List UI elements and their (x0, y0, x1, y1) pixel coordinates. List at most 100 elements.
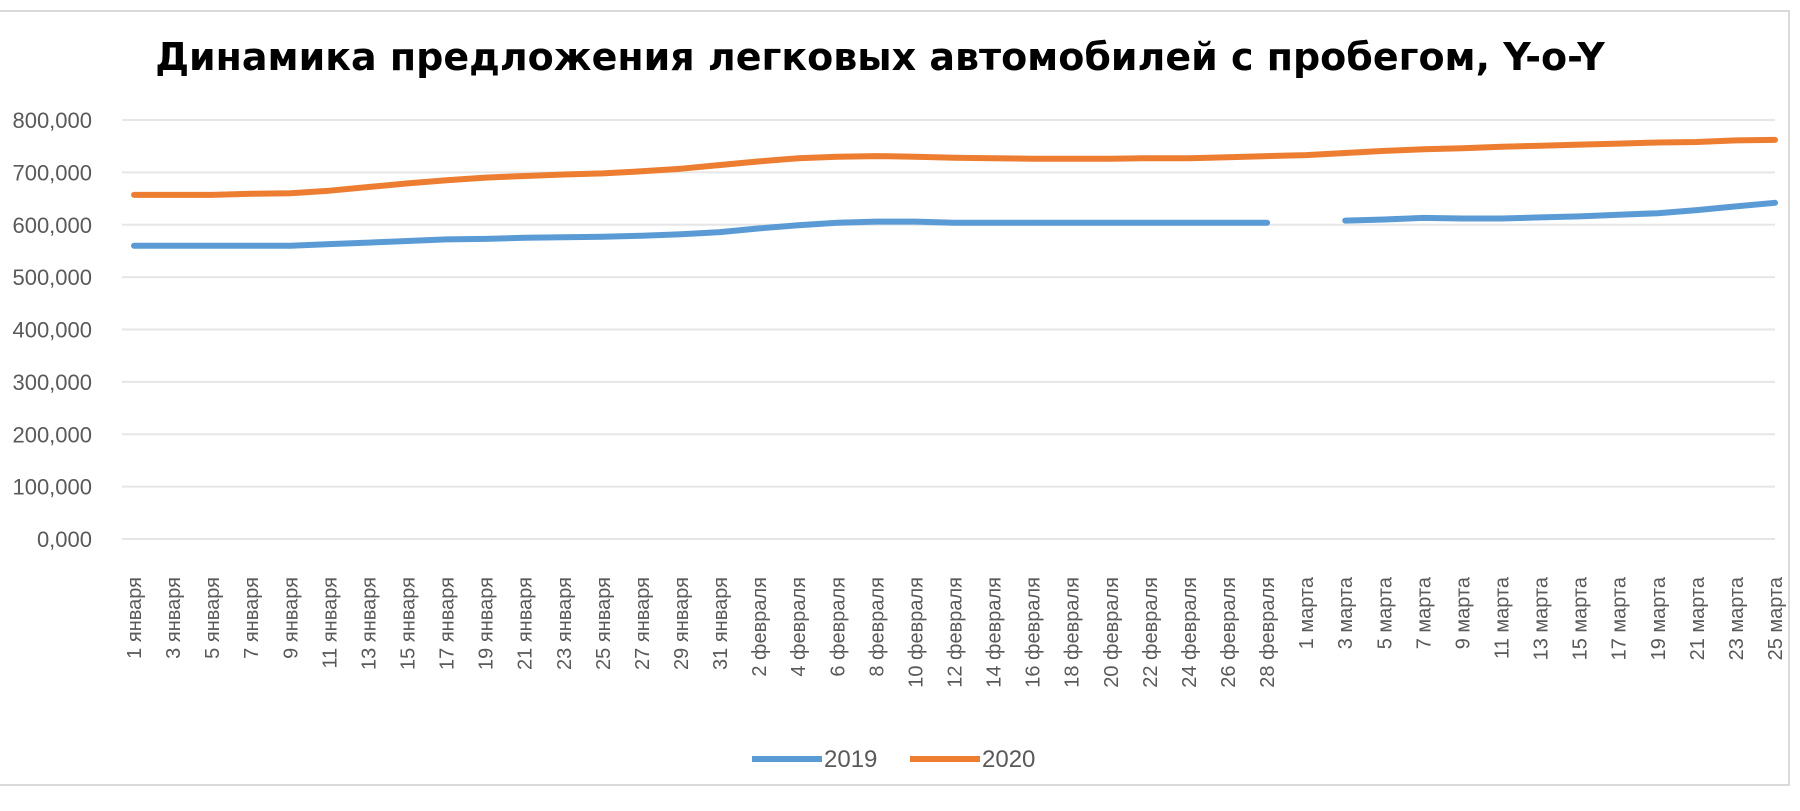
data-point (912, 219, 918, 225)
x-tick-label: 21 января (515, 577, 537, 670)
x-tick-label: 29 января (671, 577, 693, 670)
data-point (717, 162, 723, 168)
x-tick-label: 17 марта (1609, 576, 1631, 660)
data-point (1733, 137, 1739, 143)
x-tick-label: 25 января (593, 577, 615, 670)
data-point (873, 219, 879, 225)
series-line (131, 199, 1778, 249)
y-tick-label: 600,000 (12, 213, 92, 238)
data-point (444, 177, 450, 183)
data-point (873, 153, 879, 159)
x-tick-label: 22 февраля (1140, 577, 1162, 688)
data-point (561, 171, 567, 177)
data-point (756, 225, 762, 231)
data-point (1577, 142, 1583, 148)
x-tick-label: 13 января (358, 577, 380, 670)
x-tick-label: 15 марта (1570, 576, 1592, 660)
x-tick-label: 21 марта (1687, 576, 1709, 660)
x-tick-label: 2 февраля (749, 577, 771, 677)
data-point (952, 220, 957, 226)
data-point (483, 175, 489, 181)
data-point (1186, 220, 1192, 226)
data-point (1147, 220, 1153, 226)
data-point (1147, 155, 1153, 161)
data-point (952, 155, 957, 161)
data-point (1303, 152, 1309, 158)
y-tick-label: 800,000 (12, 108, 92, 133)
line-chart: Динамика предложения легковых автомобиле… (12, 35, 1787, 773)
x-tick-label: 23 марта (1726, 576, 1748, 660)
y-tick-label: 100,000 (12, 475, 92, 500)
x-tick-label: 25 марта (1765, 576, 1787, 660)
data-point (365, 240, 371, 246)
x-tick-label: 6 февраля (827, 577, 849, 677)
data-point (912, 154, 918, 160)
data-point (1381, 148, 1387, 154)
data-point (209, 192, 215, 198)
y-tick-label: 0,000 (37, 527, 92, 552)
data-point (1342, 218, 1348, 224)
data-point (1069, 220, 1075, 226)
data-point (170, 243, 176, 249)
x-tick-label: 7 января (241, 577, 263, 659)
x-tick-label: 20 февраля (1101, 577, 1123, 688)
data-point (795, 155, 801, 161)
data-point (1225, 220, 1231, 226)
y-axis-labels: 0,000 100,000 200,000 300,000 400,000 500,000… (12, 108, 92, 552)
x-tick-label: 18 февраля (1062, 577, 1084, 688)
data-point (1030, 220, 1036, 226)
data-point (248, 243, 254, 249)
y-tick-label: 300,000 (12, 370, 92, 395)
x-tick-label: 10 февраля (905, 577, 927, 688)
x-tick-label: 26 февраля (1218, 577, 1240, 688)
y-tick-label: 500,000 (12, 265, 92, 290)
data-point (561, 234, 567, 240)
data-point (1655, 140, 1661, 146)
data-point (1538, 143, 1544, 149)
data-point (1108, 156, 1114, 162)
data-point (1420, 215, 1426, 221)
data-point (1499, 144, 1504, 150)
data-point (1381, 217, 1387, 223)
legend: 2019 2020 (752, 746, 1035, 773)
x-tick-label: 28 февраля (1257, 577, 1279, 688)
data-point (287, 190, 293, 196)
data-point (1694, 139, 1700, 145)
data-point (1186, 155, 1192, 161)
chart-title: Динамика предложения легковых автомобиле… (155, 35, 1605, 79)
x-tick-label: 11 марта (1492, 576, 1514, 659)
data-point (1577, 213, 1583, 219)
data-point (1616, 212, 1622, 218)
series-2020 (131, 136, 1778, 198)
x-tick-label: 24 февраля (1179, 577, 1201, 688)
y-tick-label: 200,000 (12, 422, 92, 447)
x-tick-label: 14 февраля (984, 577, 1006, 688)
data-point (600, 234, 606, 240)
x-tick-label: 1 марта (1296, 576, 1318, 649)
data-point (1538, 214, 1544, 220)
data-point (170, 192, 176, 198)
data-point (405, 180, 410, 186)
data-point (131, 192, 137, 198)
data-point (834, 220, 840, 226)
x-tick-label: 13 марта (1531, 576, 1553, 660)
legend-label: 2019 (824, 746, 877, 773)
data-point (1772, 137, 1778, 143)
data-point (756, 158, 762, 164)
data-point (1069, 156, 1075, 162)
data-point (600, 170, 606, 176)
series-2019 (131, 199, 1778, 249)
data-point (522, 173, 528, 179)
data-point (1420, 146, 1426, 152)
data-point (131, 243, 137, 249)
data-point (639, 168, 645, 174)
x-axis-labels: 1 января 3 января 5 января 7 января 9 января… (124, 576, 1787, 688)
data-point (639, 233, 645, 239)
data-point (1264, 220, 1270, 226)
x-tick-label: 11 января (319, 577, 341, 668)
x-tick-label: 9 января (280, 577, 302, 659)
data-point (991, 220, 997, 226)
data-point (1342, 150, 1348, 156)
data-point (405, 238, 410, 244)
data-point (248, 191, 254, 197)
